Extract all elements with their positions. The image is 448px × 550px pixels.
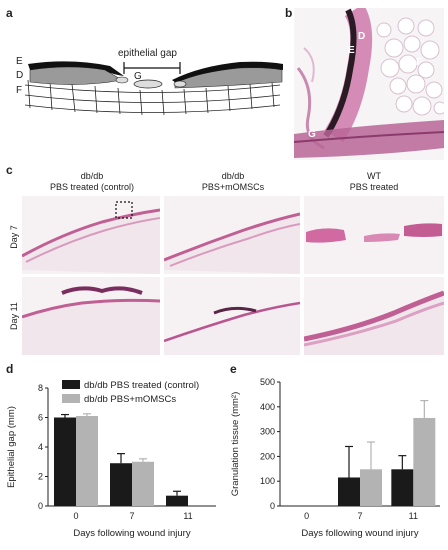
x-tick-label: 0 [73, 511, 78, 521]
x-tick-label: 11 [183, 511, 192, 521]
y-tick-label: 100 [260, 476, 275, 486]
x-tick-label: 7 [129, 511, 134, 521]
panel-c-label: c [6, 163, 13, 177]
marker-e: E [348, 45, 355, 56]
micrograph-wt-day7 [304, 196, 444, 274]
micrograph-momscs-day7 [164, 196, 300, 274]
bar [166, 495, 188, 506]
histology-micrograph: D E F G [294, 8, 444, 160]
y-tick-label: 8 [38, 383, 43, 393]
micrograph-control-day7 [22, 196, 160, 274]
layer-label-e: E [16, 56, 23, 67]
y-tick-label: 400 [260, 402, 275, 412]
row-label-day11: Day 11 [9, 302, 19, 330]
micrograph-momscs-day11 [164, 277, 300, 355]
row-label-day7: Day 7 [9, 225, 19, 249]
epidermis-left [28, 61, 124, 76]
x-axis-label: Days following wound injury [301, 528, 418, 539]
bar [360, 469, 382, 506]
column-header-2-line1: db/db [221, 171, 245, 181]
y-tick-label: 2 [38, 472, 43, 482]
bar [110, 463, 132, 506]
legend-swatch [62, 380, 80, 389]
x-axis-label: Days following wound injury [73, 528, 190, 539]
column-header-3-line2: PBS treated [349, 182, 399, 192]
bar [132, 461, 154, 506]
fat-layer [24, 79, 281, 116]
layer-label-f: F [16, 85, 23, 96]
y-tick-label: 0 [270, 501, 275, 511]
column-header-3-line1: WT [367, 171, 381, 181]
gap-bracket [123, 62, 181, 74]
y-tick-label: 4 [38, 442, 43, 452]
zoom-box [115, 201, 133, 219]
panel-d-label: d [6, 362, 14, 376]
legend-label: db/db PBS+mOMSCs [84, 394, 176, 405]
y-tick-label: 6 [38, 413, 43, 423]
micrograph-control-day11 [22, 277, 160, 355]
granulation-blob [173, 80, 187, 88]
panel-b-label: b [285, 6, 293, 20]
column-header-1-line2: PBS treated (control) [49, 182, 135, 192]
micrograph-wt-day11 [304, 277, 444, 355]
legend-label: db/db PBS treated (control) [84, 380, 199, 391]
x-tick-label: 7 [357, 511, 362, 521]
panel-e-label: e [230, 362, 237, 376]
y-axis-label: Granulation tissue (mm²) [230, 392, 241, 497]
x-tick-label: 0 [304, 511, 309, 521]
wound-schematic [24, 61, 283, 116]
epidermis-right [172, 61, 283, 83]
column-header-2-line2: PBS+mOMSCs [201, 182, 265, 192]
bar [413, 417, 436, 506]
bar [391, 469, 414, 506]
bar [338, 477, 360, 506]
granulation-blob [115, 76, 129, 84]
y-tick-label: 300 [260, 427, 275, 437]
panel-a-label: a [6, 6, 13, 20]
y-axis-label: Epithelial gap (mm) [6, 406, 17, 488]
granulation-blob [133, 79, 163, 89]
bar [54, 417, 76, 506]
legend-swatch [62, 394, 80, 403]
marker-f: F [416, 57, 423, 68]
x-tick-label: 11 [409, 511, 418, 521]
column-header-1-line1: db/db [80, 171, 104, 181]
gap-label: epithelial gap [118, 48, 177, 59]
layer-label-d: D [16, 70, 24, 81]
y-tick-label: 0 [38, 501, 43, 511]
chart-epithelial-gap: 0 2 4 6 8 0 7 11 Days following wound injury Epit… [6, 380, 216, 539]
y-tick-label: 500 [260, 377, 275, 387]
chart-granulation-tissue: 0 100 200 300 400 500 0 7 11 Days following wound… [230, 377, 440, 539]
granulation-label: G [134, 71, 142, 82]
marker-g: G [308, 129, 316, 140]
marker-d: D [358, 31, 366, 42]
bar [76, 416, 98, 506]
y-tick-label: 200 [260, 451, 275, 461]
dermis-right [174, 67, 283, 89]
